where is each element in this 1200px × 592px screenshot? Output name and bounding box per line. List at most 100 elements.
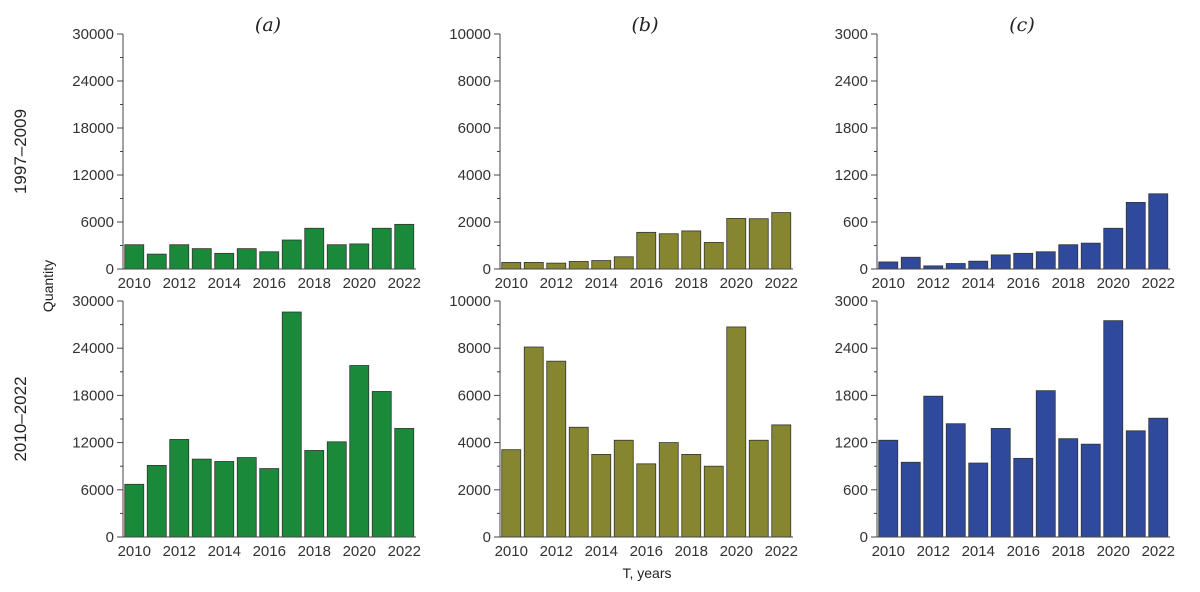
x-tick-label: 2014 <box>208 543 241 560</box>
x-tick-label: 2014 <box>585 543 618 560</box>
y-tick-label: 6000 <box>81 482 114 499</box>
bar-2021 <box>748 218 769 270</box>
bar-2011 <box>523 346 544 538</box>
x-tick-label: 2022 <box>1142 275 1175 292</box>
y-tick-label: 4000 <box>458 435 491 452</box>
bar-2019 <box>1080 443 1101 538</box>
bar-2013 <box>945 263 966 270</box>
y-tick-label: 1200 <box>835 435 868 452</box>
bar-2019 <box>1080 242 1101 270</box>
y-tick-label: 12000 <box>72 167 114 184</box>
chart-panel-a-top: 0 6000 12000 18000 24000 30000 2010 2012 2014 201… <box>11 14 421 292</box>
bar-2015 <box>990 428 1011 538</box>
x-tick-label: 2010 <box>872 543 905 560</box>
bar-2019 <box>703 465 724 538</box>
y-tick-label: 2000 <box>458 214 491 231</box>
bar-2013 <box>568 261 589 270</box>
y-tick-label: 10000 <box>449 26 491 43</box>
x-tick-label: 2010 <box>872 275 905 292</box>
bar-2012 <box>546 262 567 270</box>
bar-2016 <box>636 463 657 538</box>
bar-2016 <box>1013 252 1034 270</box>
bar-2014 <box>591 260 612 270</box>
y-tick-label: 0 <box>106 529 114 546</box>
y-tick-label: 4000 <box>458 167 491 184</box>
y-tick-label: 0 <box>860 529 868 546</box>
bar-2013 <box>191 248 212 270</box>
bar-2014 <box>968 462 989 538</box>
x-tick-label: 2010 <box>118 543 151 560</box>
chart-panel-c-bottom: 0 600 1200 1800 2400 3000 2010 2012 2014 2016 2018… <box>835 293 1175 560</box>
y-tick-label: 12000 <box>72 435 114 452</box>
row-label: 2010–2022 <box>11 376 30 461</box>
bar-2018 <box>681 453 702 538</box>
bar-2013 <box>945 423 966 538</box>
bar-2015 <box>236 248 257 270</box>
x-tick-label: 2018 <box>298 275 331 292</box>
bar-2016 <box>1013 457 1034 538</box>
y-tick-label: 1200 <box>835 167 868 184</box>
bar-2022 <box>771 424 792 538</box>
y-tick-label: 10000 <box>449 293 491 310</box>
bar-2012 <box>169 244 190 270</box>
y-tick-label: 1800 <box>835 120 868 137</box>
y-tick-label: 30000 <box>72 293 114 310</box>
bar-2019 <box>326 441 347 538</box>
x-tick-label: 2010 <box>495 543 528 560</box>
bar-2015 <box>990 254 1011 270</box>
bar-2018 <box>1058 438 1079 538</box>
bar-2010 <box>124 244 145 270</box>
bar-2021 <box>371 227 392 270</box>
x-tick-label: 2022 <box>765 275 798 292</box>
bar-2020 <box>726 326 747 538</box>
y-tick-label: 18000 <box>72 387 114 404</box>
bar-2021 <box>1125 202 1146 270</box>
y-tick-label: 8000 <box>458 340 491 357</box>
bar-2013 <box>568 426 589 538</box>
bar-2016 <box>259 251 280 270</box>
x-tick-label: 2014 <box>208 275 241 292</box>
y-tick-label: 18000 <box>72 120 114 137</box>
bar-2020 <box>349 365 370 538</box>
bar-2022 <box>1148 193 1169 270</box>
bar-2010 <box>501 449 522 538</box>
bar-2015 <box>613 256 634 270</box>
y-tick-label: 3000 <box>835 26 868 43</box>
x-tick-label: 2018 <box>1052 543 1085 560</box>
panel-title: (c) <box>1009 14 1034 36</box>
bar-2014 <box>214 252 235 270</box>
y-axis-label: Quantity <box>40 260 56 312</box>
bar-2020 <box>1103 227 1124 270</box>
bar-2011 <box>900 256 921 270</box>
x-tick-label: 2020 <box>343 543 376 560</box>
x-tick-label: 2016 <box>630 543 663 560</box>
x-tick-label: 2012 <box>540 543 573 560</box>
x-tick-label: 2018 <box>675 543 708 560</box>
bar-2018 <box>681 230 702 270</box>
x-tick-label: 2020 <box>343 275 376 292</box>
y-tick-label: 24000 <box>72 340 114 357</box>
bar-2017 <box>658 233 679 270</box>
x-tick-label: 2012 <box>917 275 950 292</box>
bar-2017 <box>1035 390 1056 538</box>
bar-2014 <box>214 461 235 538</box>
bar-2020 <box>349 243 370 270</box>
bar-2012 <box>546 360 567 538</box>
chart-panel-a-bottom: 0 6000 12000 18000 24000 30000 2010 2012 2014 201… <box>11 293 421 560</box>
y-tick-label: 6000 <box>81 214 114 231</box>
x-axis-label: T, years <box>622 565 671 581</box>
bar-2016 <box>259 468 280 538</box>
row-label: 1997–2009 <box>11 109 30 194</box>
bar-2021 <box>371 391 392 538</box>
y-tick-label: 2400 <box>835 340 868 357</box>
chart-panel-c-top: 0 600 1200 1800 2400 3000 2010 2012 2014 2016 2018… <box>835 14 1175 292</box>
panel-title: (b) <box>632 14 659 36</box>
bar-2018 <box>304 450 325 538</box>
x-tick-label: 2016 <box>253 275 286 292</box>
chart-panel-b-top: 0 2000 4000 6000 8000 10000 2010 2012 2014 2016 20… <box>449 14 798 292</box>
bar-2019 <box>326 244 347 270</box>
x-tick-label: 2012 <box>163 275 196 292</box>
bar-2010 <box>878 439 899 538</box>
bar-2020 <box>1103 320 1124 538</box>
y-tick-label: 6000 <box>458 387 491 404</box>
